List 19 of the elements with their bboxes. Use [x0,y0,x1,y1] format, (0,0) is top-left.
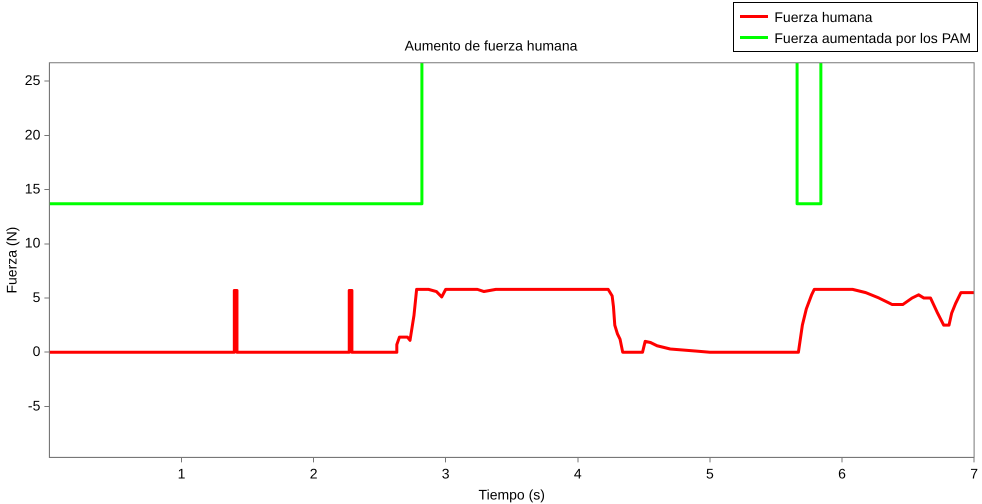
x-tick-label: 5 [706,466,714,482]
y-tick-label: 0 [32,343,41,360]
x-tick-label: 1 [178,466,186,482]
x-tick-label: 2 [310,466,318,482]
y-tick-label: 10 [24,234,41,251]
y-tick-label: 25 [24,72,41,88]
x-tick-label: 3 [442,466,450,482]
y-tick-label: 5 [32,288,41,305]
y-axis-title: Fuerza (N) [3,226,20,294]
x-tick-label: 7 [970,466,978,482]
y-tick-label: 20 [24,126,41,142]
x-axis-title: Tiempo (s) [478,486,545,502]
chart-title: Aumento de fuerza humana [404,37,578,54]
y-tick-label: 15 [24,180,41,196]
legend-label: Fuerza humana [774,8,872,24]
x-tick-label: 6 [838,466,846,482]
y-tick-label: -5 [28,397,41,414]
x-tick-label: 4 [574,466,582,482]
legend-label: Fuerza aumentada por los PAM [774,30,971,46]
